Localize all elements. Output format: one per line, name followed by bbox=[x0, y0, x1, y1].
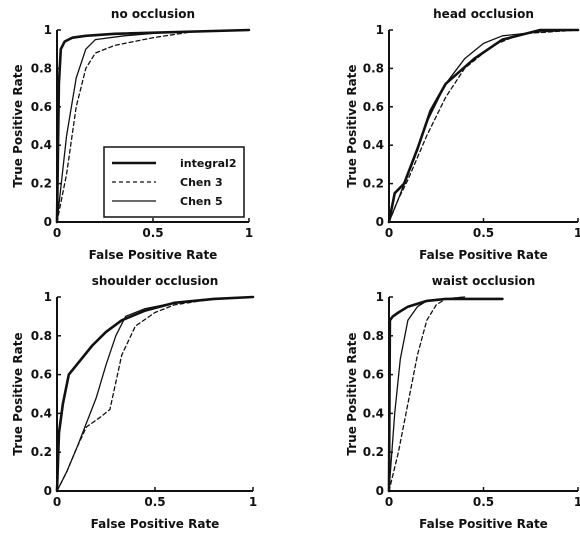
y-tick-label: 0.8 bbox=[31, 329, 52, 343]
x-axis-label: False Positive Rate bbox=[89, 248, 218, 262]
x-axis-label: False Positive Rate bbox=[91, 517, 220, 531]
y-tick-label: 0.4 bbox=[31, 138, 52, 152]
legend-label: Chen 5 bbox=[180, 195, 223, 208]
x-tick-label: 0.5 bbox=[142, 226, 163, 240]
y-tick-label: 0.2 bbox=[363, 445, 384, 459]
x-tick-label: 0.5 bbox=[144, 495, 165, 509]
y-axis-label: True Positive Rate bbox=[345, 332, 359, 455]
legend-label: Chen 3 bbox=[180, 176, 223, 189]
chart-panel-1: 0 0.2 0.4 0.6 0.8 1 0 0.5 1 no occlusion False Pos… bbox=[11, 7, 253, 262]
y-tick-label: 0.8 bbox=[31, 61, 52, 75]
y-axis-label: True Positive Rate bbox=[11, 64, 25, 187]
x-tick-label: 1 bbox=[574, 495, 580, 509]
chart-title: head occlusion bbox=[433, 7, 534, 21]
series-line-integral2 bbox=[55, 295, 255, 493]
y-tick-label: 0 bbox=[376, 215, 384, 229]
x-tick-label: 1 bbox=[574, 226, 580, 240]
chart-panel-4: 0 0.2 0.4 0.6 0.8 1 0 0.5 1 waist occlusion False … bbox=[345, 274, 580, 531]
series-line-chen-3 bbox=[388, 296, 466, 492]
series-line-integral2 bbox=[387, 28, 580, 224]
x-axis-label: False Positive Rate bbox=[419, 248, 548, 262]
y-tick-label: 1 bbox=[376, 290, 384, 304]
series-line-chen-5 bbox=[56, 29, 250, 223]
y-tick-label: 0 bbox=[44, 215, 52, 229]
x-tick-label: 0 bbox=[385, 226, 393, 240]
x-tick-label: 1 bbox=[245, 226, 253, 240]
chart-title: shoulder occlusion bbox=[92, 274, 219, 288]
series-line-chen-5 bbox=[388, 296, 466, 492]
y-tick-label: 0 bbox=[376, 484, 384, 498]
chart-panel-3: 0 0.2 0.4 0.6 0.8 1 0 0.5 1 shoulder occlusion Fal… bbox=[11, 274, 257, 531]
y-tick-label: 0.8 bbox=[363, 61, 384, 75]
x-tick-label: 0.5 bbox=[473, 495, 494, 509]
legend-label: integral2 bbox=[180, 157, 236, 170]
legend: integral2 Chen 3 Chen 5 bbox=[103, 146, 245, 218]
y-axis-label: True Positive Rate bbox=[345, 64, 359, 187]
x-tick-label: 0 bbox=[53, 495, 61, 509]
series-line-chen-5 bbox=[388, 29, 579, 223]
series-line-chen-3 bbox=[56, 29, 250, 223]
y-tick-label: 1 bbox=[376, 23, 384, 37]
y-tick-label: 0.6 bbox=[363, 100, 384, 114]
x-axis-label: False Positive Rate bbox=[419, 517, 548, 531]
y-axis-label: True Positive Rate bbox=[11, 332, 25, 455]
y-tick-label: 1 bbox=[44, 290, 52, 304]
y-tick-label: 0.6 bbox=[31, 100, 52, 114]
series-line-chen-3 bbox=[56, 296, 254, 492]
y-tick-label: 1 bbox=[44, 23, 52, 37]
x-tick-label: 0.5 bbox=[473, 226, 494, 240]
x-tick-label: 1 bbox=[249, 495, 257, 509]
y-tick-label: 0.6 bbox=[363, 368, 384, 382]
chart-panel-2: 0 0.2 0.4 0.6 0.8 1 0 0.5 1 head occlusion False P… bbox=[345, 7, 580, 262]
y-tick-label: 0.2 bbox=[31, 445, 52, 459]
y-tick-label: 0.4 bbox=[363, 406, 384, 420]
y-tick-label: 0.8 bbox=[363, 329, 384, 343]
series-line-chen-5 bbox=[56, 296, 254, 492]
x-tick-label: 0 bbox=[385, 495, 393, 509]
y-tick-label: 0.2 bbox=[363, 177, 384, 191]
y-tick-label: 0.4 bbox=[363, 138, 384, 152]
chart-title: no occlusion bbox=[111, 7, 195, 21]
series-line-chen-3 bbox=[388, 29, 579, 223]
series-line-integral2 bbox=[55, 28, 251, 224]
chart-title: waist occlusion bbox=[432, 274, 536, 288]
y-tick-label: 0 bbox=[44, 484, 52, 498]
y-tick-label: 0.2 bbox=[31, 177, 52, 191]
y-tick-label: 0.4 bbox=[31, 406, 52, 420]
x-tick-label: 0 bbox=[53, 226, 61, 240]
y-tick-label: 0.6 bbox=[31, 368, 52, 382]
